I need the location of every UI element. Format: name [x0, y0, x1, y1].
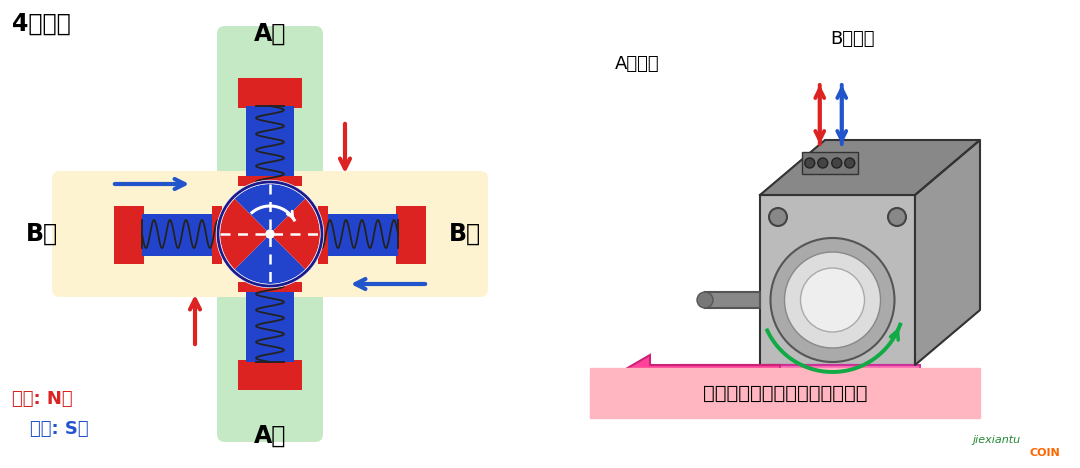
- Circle shape: [890, 376, 900, 386]
- Bar: [238, 176, 302, 186]
- Bar: [238, 282, 302, 292]
- Bar: [246, 282, 294, 362]
- Circle shape: [740, 371, 760, 391]
- Text: A相输入: A相输入: [615, 55, 660, 73]
- Bar: [246, 106, 294, 186]
- Polygon shape: [760, 140, 980, 195]
- Circle shape: [805, 158, 814, 168]
- Circle shape: [769, 208, 787, 226]
- Circle shape: [818, 158, 827, 168]
- Text: B相: B相: [26, 222, 58, 246]
- Bar: [396, 206, 426, 264]
- Wedge shape: [220, 198, 270, 270]
- Circle shape: [266, 230, 274, 238]
- Circle shape: [697, 292, 713, 308]
- Bar: [318, 206, 328, 264]
- Circle shape: [888, 208, 906, 226]
- Circle shape: [745, 376, 755, 386]
- Circle shape: [800, 268, 864, 332]
- Bar: [801, 152, 858, 174]
- Text: jiexiantu: jiexiantu: [972, 435, 1020, 445]
- Text: A相: A相: [254, 424, 286, 448]
- FancyArrow shape: [605, 355, 780, 407]
- Bar: [760, 195, 915, 365]
- Wedge shape: [270, 198, 320, 270]
- Bar: [675, 365, 920, 397]
- Bar: [705, 292, 760, 308]
- Bar: [238, 360, 302, 390]
- Bar: [238, 78, 302, 108]
- Circle shape: [885, 371, 905, 391]
- Text: 4极电机: 4极电机: [12, 12, 71, 36]
- Bar: [114, 206, 144, 264]
- Bar: [318, 214, 399, 256]
- Circle shape: [218, 182, 322, 286]
- Circle shape: [832, 158, 841, 168]
- FancyBboxPatch shape: [217, 26, 323, 442]
- Text: 转子转动并连续执行步进操作。: 转子转动并连续执行步进操作。: [703, 383, 867, 402]
- Bar: [212, 206, 222, 264]
- Text: A相: A相: [254, 22, 286, 46]
- Text: COIN: COIN: [1029, 448, 1059, 458]
- Text: B相输入: B相输入: [831, 30, 875, 48]
- Wedge shape: [234, 184, 306, 234]
- Text: 红色: N极: 红色: N极: [12, 390, 72, 408]
- Polygon shape: [915, 140, 980, 365]
- Circle shape: [845, 158, 854, 168]
- Text: B相: B相: [449, 222, 481, 246]
- Bar: [590, 368, 980, 418]
- FancyBboxPatch shape: [52, 171, 488, 297]
- Circle shape: [770, 238, 894, 362]
- Wedge shape: [234, 234, 306, 284]
- Bar: [141, 214, 222, 256]
- Text: 蓝色: S极: 蓝色: S极: [30, 420, 89, 438]
- Circle shape: [784, 252, 880, 348]
